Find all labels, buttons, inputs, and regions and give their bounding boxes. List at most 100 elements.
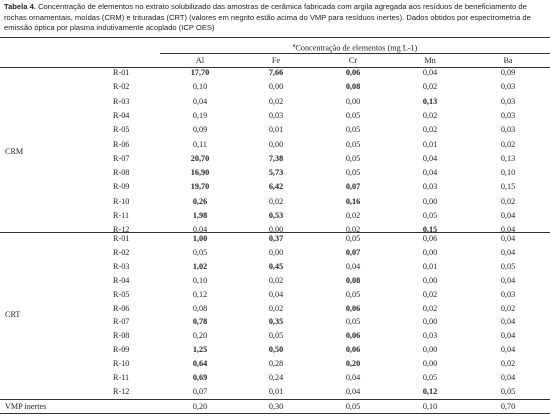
row-label: R-10 <box>113 196 130 206</box>
cell: 0,24 <box>268 373 284 382</box>
row-label: R-05 <box>113 289 130 299</box>
caption-text: Concentração de elementos no extrato sol… <box>4 2 531 32</box>
cell: 0,20 <box>192 331 208 341</box>
cell: 0,03 <box>500 110 516 120</box>
cell: 0,35 <box>268 317 284 327</box>
cell: 0,02 <box>422 110 438 120</box>
cell: 0,01 <box>422 261 438 271</box>
cell: 1,02 <box>192 261 208 271</box>
cell: 0,04 <box>345 261 361 271</box>
cell: 0,00 <box>268 247 284 257</box>
cell: 0,07 <box>345 182 361 192</box>
cell: 0,05 <box>345 110 361 120</box>
cell: 0,69 <box>192 373 208 382</box>
rule <box>160 53 550 54</box>
cell: 7,66 <box>268 68 284 77</box>
cell: 0,05 <box>422 211 438 220</box>
rule <box>0 399 550 400</box>
group-label: CRT <box>5 310 21 320</box>
cell: 1,98 <box>192 211 208 220</box>
cell: 0,05 <box>345 289 361 299</box>
cell: 0,10 <box>500 168 516 178</box>
cell: 0,64 <box>192 359 208 369</box>
cell: 7,38 <box>268 153 284 163</box>
cell: 20,70 <box>190 153 210 163</box>
column-header: Mn <box>424 56 436 65</box>
cell: 0,05 <box>345 153 361 163</box>
cell: 0,10 <box>192 275 208 285</box>
cell: 17,70 <box>190 68 210 77</box>
cell: 0,70 <box>500 402 516 411</box>
row-label: R-03 <box>113 261 130 271</box>
column-header: Cr <box>348 56 358 65</box>
cell: 0,02 <box>268 303 284 313</box>
cell: 0,12 <box>422 386 438 396</box>
cell: 0,13 <box>422 96 438 106</box>
row-label: R-12 <box>113 225 130 235</box>
cell: 0,03 <box>500 82 516 92</box>
cell: 0,78 <box>192 317 208 327</box>
cell: 0,02 <box>422 303 438 313</box>
row-label: R-11 <box>113 373 130 382</box>
cell: 0,28 <box>268 359 284 369</box>
cell: 0,05 <box>345 168 361 178</box>
cell: 0,13 <box>500 153 516 163</box>
cell: 0,16 <box>345 196 361 206</box>
cell: 0,04 <box>500 275 516 285</box>
row-label: R-01 <box>113 68 130 77</box>
cell: 0,01 <box>268 386 284 396</box>
cell: 0,04 <box>500 225 516 235</box>
cell: 0,10 <box>422 402 438 411</box>
cell: 0,04 <box>268 289 284 299</box>
cell: 0,09 <box>500 68 516 77</box>
cell: 0,02 <box>422 289 438 299</box>
cell: 0,04 <box>500 247 516 257</box>
row-label: R-02 <box>113 247 130 257</box>
row-label: R-08 <box>113 168 130 178</box>
cell: 0,01 <box>422 139 438 149</box>
row-label: R-09 <box>113 182 130 192</box>
cell: 6,42 <box>268 182 284 192</box>
row-label: R-08 <box>113 331 130 341</box>
cell: 0,05 <box>268 331 284 341</box>
cell: 0,04 <box>345 373 361 382</box>
cell: 0,02 <box>500 139 516 149</box>
cell: 0,19 <box>192 110 208 120</box>
cell: 0,04 <box>500 373 516 382</box>
cell: 16,90 <box>190 168 210 178</box>
cell: 1,25 <box>192 345 208 355</box>
cell: 0,05 <box>500 261 516 271</box>
cell: 0,02 <box>500 359 516 369</box>
cell: 0,15 <box>422 225 438 235</box>
cell: 0,04 <box>500 331 516 341</box>
cell: 0,00 <box>422 359 438 369</box>
cell: 0,02 <box>268 96 284 106</box>
cell: 0,10 <box>192 82 208 92</box>
cell: 0,03 <box>500 289 516 299</box>
cell: 0,00 <box>268 225 284 235</box>
cell: 0,05 <box>345 139 361 149</box>
cell: 0,26 <box>192 196 208 206</box>
header: aConcentração de elementos (mg L-1) <box>293 41 418 54</box>
row-label: R-10 <box>113 359 130 369</box>
cell: 0,05 <box>345 317 361 327</box>
rule <box>0 37 550 38</box>
cell: 0,05 <box>422 373 438 382</box>
cell: 0,04 <box>422 168 438 178</box>
cell: 0,00 <box>422 247 438 257</box>
cell: 0,00 <box>268 139 284 149</box>
cell: 0,00 <box>422 275 438 285</box>
cell: 0,08 <box>345 275 361 285</box>
cell: 0,45 <box>268 261 284 271</box>
cell: 0,02 <box>268 196 284 206</box>
cell: 0,05 <box>345 234 361 243</box>
caption-label: Tabela 4. <box>4 2 36 11</box>
caption: Tabela 4. Concentração de elementos no e… <box>4 2 544 34</box>
cell: 0,04 <box>500 234 516 243</box>
cell: 0,00 <box>268 82 284 92</box>
cell: 0,02 <box>500 196 516 206</box>
cell: 19,70 <box>190 182 210 192</box>
cell: 0,12 <box>192 289 208 299</box>
cell: 0,03 <box>500 96 516 106</box>
